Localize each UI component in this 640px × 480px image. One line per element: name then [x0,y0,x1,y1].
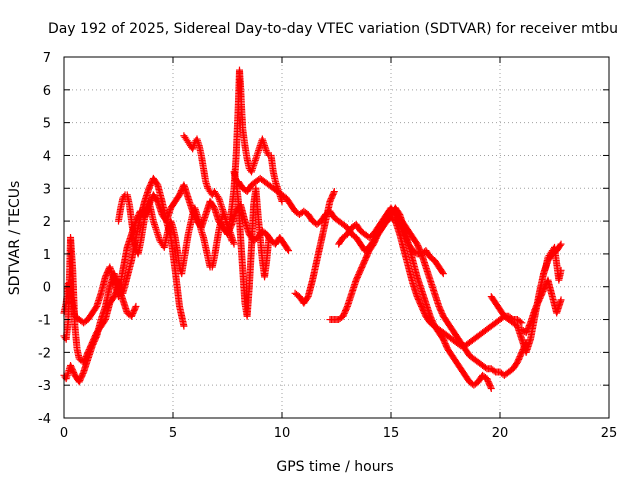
tick-labels: 0 5 10 15 20 25 -4 -3 -2 -1 0 1 2 3 4 5 6 7 [38,51,617,441]
x-tick-label: 10 [274,426,291,441]
y-tick-label: -2 [38,346,51,361]
y-tick-label: 6 [43,84,51,99]
data-point [285,247,293,255]
y-tick-label: 4 [43,149,51,164]
data-point [330,188,338,196]
y-tick-label: 7 [43,51,51,66]
y-tick-label: -3 [38,379,51,394]
y-tick-label: 1 [43,248,51,263]
x-tick-label: 25 [601,426,618,441]
series-s7 [230,168,273,320]
grid-layer [64,57,609,418]
data-point [278,197,286,205]
y-tick-label: -1 [38,314,51,329]
data-point [438,268,446,276]
y-tick-label: -4 [38,412,51,427]
series-s14 [518,276,565,337]
series-s9 [291,188,338,307]
data-point [557,266,565,274]
data-point [487,384,495,392]
series-s3 [60,234,140,366]
data-point [214,192,222,200]
data-point [516,318,524,326]
data-point [439,270,447,278]
series-s6 [226,66,286,225]
data-point [131,304,139,312]
y-tick-label: 3 [43,182,51,197]
data-point [228,237,236,245]
data-point [132,302,140,310]
series-s5 [180,132,236,245]
y-tick-label: 5 [43,117,51,132]
chart-title: Day 192 of 2025, Sidereal Day-to-day VTE… [48,21,618,37]
x-tick-label: 0 [60,426,68,441]
x-tick-label: 15 [383,426,400,441]
x-tick-label: 5 [169,426,177,441]
x-tick-label: 20 [492,426,509,441]
plot-frame [63,56,610,419]
series-s12 [391,207,530,379]
data-point [518,319,526,327]
data-point [330,189,338,197]
data-point [556,241,564,249]
x-axis-label: GPS time / hours [276,459,393,475]
y-tick-label: 2 [43,215,51,230]
tick-marks [63,56,610,419]
data-point [264,150,272,158]
data-point [284,245,292,253]
data-points [60,66,565,392]
y-tick-label: 0 [43,281,51,296]
series-s4 [115,191,238,278]
data-point [557,296,565,304]
series-s10 [326,214,526,350]
data-point [180,322,188,330]
series-s8 [234,174,495,392]
data-point [265,234,273,241]
series-s15 [540,243,565,284]
data-point [557,240,565,248]
y-axis-label: SDTVAR / TECUs [7,181,23,296]
data-point [487,383,495,391]
